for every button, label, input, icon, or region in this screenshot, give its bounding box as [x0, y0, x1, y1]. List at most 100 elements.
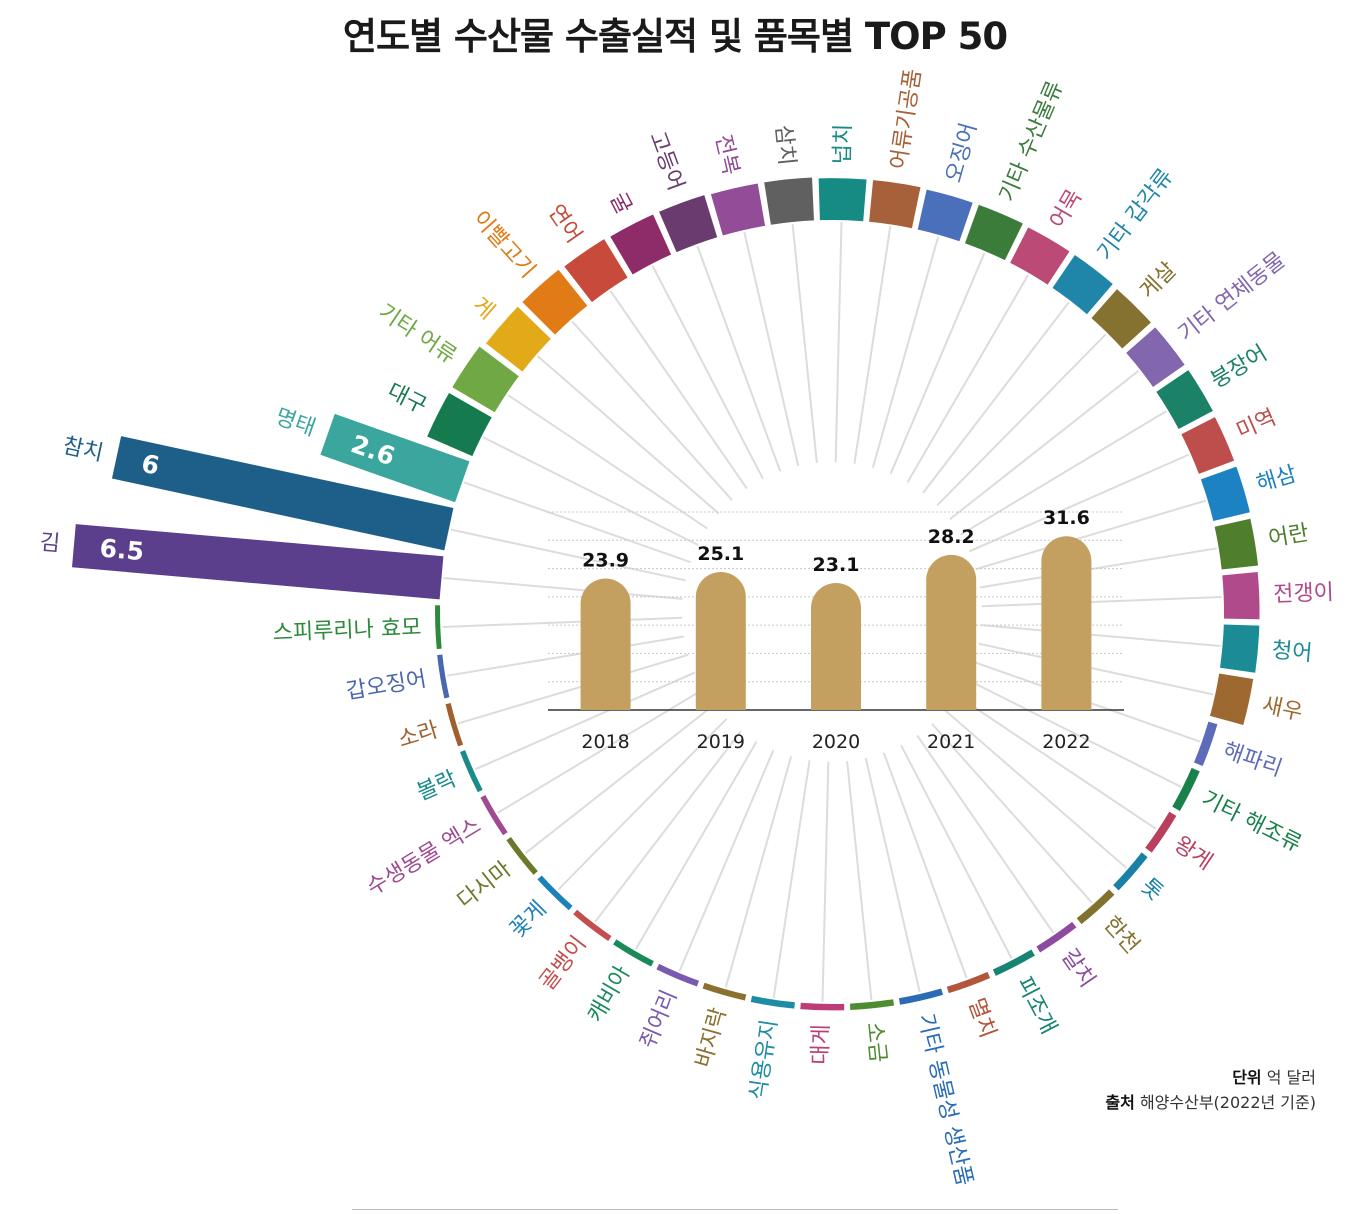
radial-bar: [800, 1002, 845, 1011]
unit-note: 단위 억 달러: [1105, 1065, 1316, 1090]
radial-category-label: 볼락: [413, 767, 460, 806]
radial-bar: [1172, 767, 1200, 811]
radial-category-label: 한천: [1098, 912, 1144, 959]
radial-bar: [427, 392, 492, 457]
unit-label: 단위: [1232, 1068, 1262, 1087]
spoke-line: [900, 744, 1013, 959]
annual-bar: [1041, 536, 1092, 710]
annual-value-label: 31.6: [1043, 507, 1090, 529]
spoke-line: [443, 577, 683, 600]
radial-category-label: 기타 연체동물: [1174, 248, 1290, 347]
radial-bar: [1036, 921, 1077, 953]
radial-bar: [1220, 624, 1260, 673]
radial-category-label: 어류기공품: [887, 67, 927, 171]
spoke-line: [724, 756, 793, 988]
spoke-line: [936, 333, 1107, 506]
spoke-line: [965, 678, 1182, 788]
radial-category-label: 게: [467, 293, 499, 325]
annual-value-label: 23.1: [813, 554, 860, 576]
spoke-line: [678, 749, 775, 972]
radial-bar: [537, 875, 573, 911]
radial-category-label: 게살: [1135, 258, 1181, 304]
annual-year-label: 2021: [927, 731, 975, 753]
radial-category-label: 왕게: [1169, 832, 1217, 875]
radial-bar: [1222, 572, 1260, 620]
spoke-line: [906, 274, 1030, 483]
spoke-line: [609, 290, 748, 490]
radial-category-label: 연어: [543, 200, 587, 248]
radial-bar: [445, 703, 464, 747]
radial-category-label: 기타 해조류: [1197, 787, 1305, 858]
radial-category-label: 참치: [61, 434, 106, 467]
spoke-line: [968, 453, 1190, 553]
radial-category-label: 어란: [1267, 521, 1311, 552]
radial-bar: [818, 178, 867, 222]
radial-bar: [656, 963, 700, 987]
radial-bar: [506, 837, 538, 875]
source-value: 해양수산부(2022년 기준): [1139, 1093, 1316, 1112]
spoke-line: [864, 757, 921, 993]
radial-category-label: 갈치: [1056, 945, 1100, 993]
radial-bar: [898, 988, 944, 1005]
radial-bar: [613, 939, 654, 967]
spoke-line: [442, 616, 683, 628]
spoke-line: [981, 624, 1221, 647]
radial-category-label: 바지락: [691, 1005, 732, 1070]
spoke-line: [507, 394, 708, 530]
spoke-line: [450, 528, 686, 582]
radial-category-label: 전복: [710, 132, 743, 177]
radial-category-label: 고등어: [644, 128, 688, 194]
radial-category-label: 소라: [395, 718, 441, 754]
radial-category-label: 멸치: [963, 995, 1000, 1042]
spoke-line: [978, 642, 1214, 696]
radial-category-label: 피조개: [1011, 973, 1061, 1038]
radial-bar: [486, 306, 551, 372]
radial-category-label: 스피루리나 효모: [272, 615, 422, 646]
radial-bar: [659, 195, 718, 253]
radial-bar: [964, 204, 1023, 261]
radial-category-label: 기타 동물성 생산품: [913, 1011, 977, 1188]
radial-bar: [850, 999, 895, 1010]
radial-bar: [710, 183, 766, 236]
radial-bar: [435, 605, 442, 650]
radial-bar: [452, 346, 519, 413]
radial-category-label: 굴: [605, 189, 637, 218]
spoke-line: [979, 547, 1217, 589]
radial-bar: [1181, 417, 1235, 474]
radial-bar: [1214, 518, 1259, 570]
source-label: 출처: [1105, 1093, 1135, 1112]
spoke-line: [931, 723, 1093, 904]
bottom-divider: [352, 1209, 1118, 1210]
radial-bar: [610, 214, 672, 275]
spoke-line: [571, 320, 733, 501]
annual-export-bar-chart: 23.9 2018 25.1 2019 23.1 2020 28.2 2021 31.6 2022: [548, 507, 1124, 753]
radial-category-label: 골뱅이: [535, 932, 592, 995]
radial-bar: [917, 189, 973, 242]
radial-bar: [992, 949, 1035, 976]
annual-year-label: 2020: [812, 731, 860, 753]
radial-category-label: 오징어: [942, 120, 983, 185]
radial-category-label: 미역: [1233, 405, 1280, 444]
spoke-line: [882, 752, 968, 979]
annual-year-label: 2022: [1042, 731, 1090, 753]
spoke-line: [594, 730, 742, 923]
radial-category-label: 해파리: [1220, 738, 1286, 782]
radial-category-label: 캐비아: [583, 962, 635, 1027]
radial-bar: [1145, 811, 1177, 853]
spoke-line: [634, 741, 758, 950]
spoke-line: [922, 301, 1070, 494]
spoke-line: [944, 709, 1127, 869]
radial-bar: [1193, 721, 1218, 767]
radial-bar: [702, 982, 747, 1001]
radial-category-label: 김: [39, 530, 61, 557]
radial-bar: [1156, 370, 1213, 429]
radial-category-label: 삼치: [770, 124, 799, 167]
radial-value-label: 6.5: [99, 533, 146, 566]
spoke-line: [457, 653, 689, 725]
radial-category-label: 기타 어류: [374, 299, 461, 369]
radial-bar: [1091, 289, 1151, 349]
radial-category-label: 식용유지: [746, 1018, 783, 1102]
radial-bar: [1010, 227, 1070, 285]
radial-category-label: 다시마: [453, 857, 516, 914]
spoke-line: [463, 481, 691, 564]
